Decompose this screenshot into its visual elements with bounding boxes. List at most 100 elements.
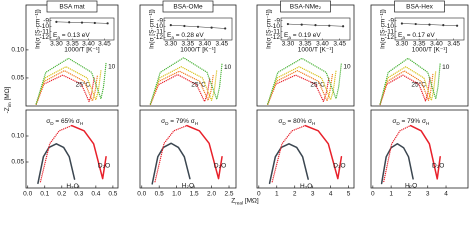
inset-y-tick-label: -12 <box>385 34 395 41</box>
series-label: D₂O <box>333 163 345 170</box>
inset-x-tick-label: 3.45 <box>215 41 228 48</box>
inset-y-tick-label: -10 <box>385 23 395 30</box>
inset-point <box>183 24 186 28</box>
curve <box>149 73 211 106</box>
x-tick-label: 2.5 <box>224 191 233 198</box>
curve <box>149 66 218 105</box>
inset-x-label: 1000/T [K⁻¹] <box>298 47 334 54</box>
inset-point <box>286 22 289 26</box>
ratio-label-part: = 65% σ <box>54 118 80 125</box>
curve <box>151 142 191 185</box>
panel-frame <box>139 109 237 189</box>
inset-x-label: 1000/T [K⁻¹] <box>180 47 216 54</box>
series-label: 25°C <box>191 81 206 89</box>
curve <box>267 66 337 105</box>
y-tick-label: 0.05 <box>11 159 24 166</box>
inset-point <box>456 24 459 27</box>
ratio-label: σD = 65% σH <box>46 118 83 126</box>
activation-energy-part: E <box>167 32 172 39</box>
curve <box>409 124 441 180</box>
activation-energy-part: E <box>398 32 403 39</box>
y-axis-title-part: im <box>7 102 12 107</box>
inset-x-tick-label: 3.35 <box>413 41 426 48</box>
ratio-label-part: = 79% σ <box>400 118 426 125</box>
inset-y-label: ln(σ [S·cm⁻¹]) <box>35 9 42 49</box>
title-box <box>162 0 214 13</box>
ratio-label-part: = 80% σ <box>286 118 312 125</box>
activation-energy-part: a <box>57 35 60 40</box>
x-axis-title-part: real <box>235 200 243 205</box>
curve <box>186 124 223 180</box>
activation-energy: Ea = 0.19 eV <box>284 32 321 40</box>
series-label: D₂O <box>214 163 226 170</box>
inset-y-tick-label: -9 <box>274 17 280 24</box>
inset-x-tick-label: 3.30 <box>282 41 295 48</box>
panel-frame <box>25 109 119 189</box>
inset-x-tick-label: 3.40 <box>82 41 95 48</box>
curve <box>267 57 343 105</box>
inset-point <box>55 20 58 23</box>
inset-x-label: 1000/T [K⁻¹] <box>64 47 100 54</box>
x-tick-label: 0.5 <box>155 191 164 198</box>
panel-frame <box>370 109 469 189</box>
inset-x-tick-label: 3.35 <box>299 41 312 48</box>
curve <box>271 124 306 183</box>
inset-y-tick-label: -11 <box>271 28 280 35</box>
inset-x-tick-label: 3.45 <box>333 41 346 48</box>
inset-x-tick-label: 3.45 <box>98 41 111 48</box>
curve <box>380 143 414 185</box>
ratio-label-part: D <box>396 121 400 126</box>
ratio-label-part: σ <box>46 118 50 125</box>
curve <box>379 74 431 106</box>
ratio-label-part: D <box>165 121 169 126</box>
series-label: H₂O <box>405 183 417 190</box>
y-axis-title: -Zim [MΩ] <box>4 86 12 113</box>
ratio-label: σD = 79% σH <box>161 118 198 126</box>
x-tick-label: 0.0 <box>23 191 32 198</box>
x-tick-label: 2 <box>408 191 412 198</box>
inset-y-tick-label: -12 <box>271 34 281 41</box>
panel-frame <box>256 109 355 189</box>
curve <box>383 124 412 183</box>
y-tick-label: 0.10 <box>11 133 24 140</box>
panel-title: BSA-Hex <box>406 3 433 10</box>
inset-x-tick-label: 3.45 <box>447 41 460 48</box>
x-tick-label: 5 <box>347 191 351 198</box>
x-tick-label: 1.0 <box>172 191 181 198</box>
activation-energy-part: a <box>288 35 291 40</box>
inset-point <box>328 24 331 27</box>
inset-x-label: 1000/T [K⁻¹] <box>412 47 448 54</box>
inset-y-tick-label: -9 <box>43 17 49 24</box>
x-tick-label: 0.4 <box>91 191 100 198</box>
inset-point <box>210 26 213 29</box>
inset-x-tick-label: 3.35 <box>66 41 79 48</box>
x-tick-label: 0.2 <box>57 191 66 198</box>
inset-y-tick-label: -11 <box>40 28 49 35</box>
ratio-label: σD = 80% σH <box>278 118 315 126</box>
series-label: D₂O <box>98 163 110 170</box>
y-axis-title-part: [MΩ] <box>4 86 11 102</box>
x-tick-label: 4 <box>329 191 333 198</box>
inset-y-label: ln(σ [S·cm⁻¹]) <box>380 9 387 49</box>
title-box <box>394 0 445 13</box>
inset-x-tick-label: 3.40 <box>430 41 443 48</box>
curve <box>154 124 188 183</box>
y-tick-label: 0.05 <box>11 75 24 82</box>
activation-energy-part: E <box>284 32 289 39</box>
x-tick-label: 0.5 <box>108 191 117 198</box>
inset-x-tick-label: 3.40 <box>198 41 211 48</box>
inset-point <box>342 25 345 28</box>
x-tick-label: 2.0 <box>207 191 216 198</box>
inset-point <box>106 22 109 25</box>
x-axis-title-part: Z <box>231 197 235 204</box>
inset-point <box>400 22 403 25</box>
inset-y-tick-label: -11 <box>385 28 394 35</box>
inset-y-tick-label: -12 <box>40 34 50 41</box>
activation-energy-part: a <box>402 35 405 40</box>
curve <box>379 70 434 105</box>
ratio-label-part: H <box>195 121 198 126</box>
inset-point <box>196 25 200 28</box>
activation-energy: Ea = 0.28 eV <box>167 32 204 40</box>
x-tick-label: 3 <box>311 191 315 198</box>
